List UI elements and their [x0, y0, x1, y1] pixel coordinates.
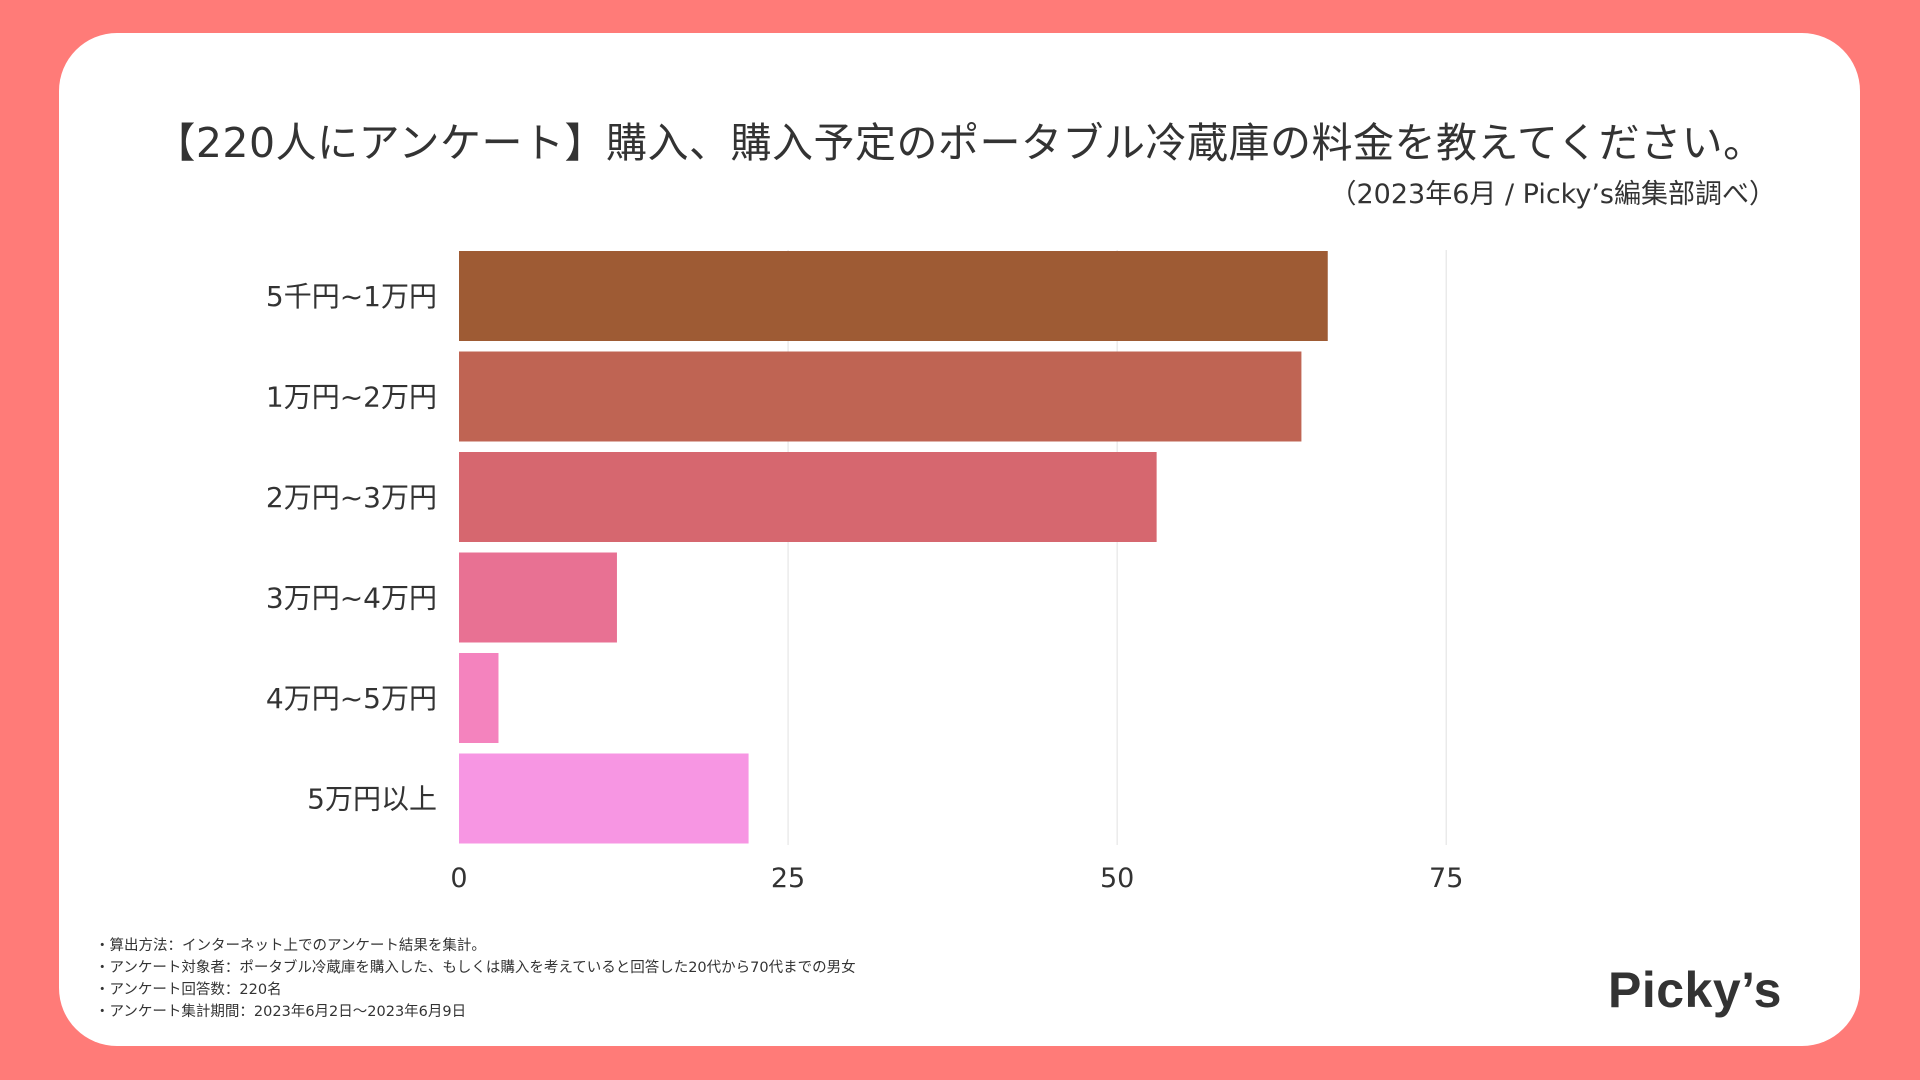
chart-title: 【220人にアンケート】購入、購入予定のポータブル冷蔵庫の料金を教えてください。 [154, 119, 1765, 167]
bar [459, 351, 1302, 442]
brand-logo: Picky’s [1607, 962, 1782, 1018]
chart-card: 【220人にアンケート】購入、購入予定のポータブル冷蔵庫の料金を教えてください。… [59, 33, 1860, 1046]
x-tick-label: 0 [450, 863, 467, 894]
x-tick-label: 25 [771, 863, 805, 894]
category-labels: 5千円~1万円 1万円~2万円 2万円~3万円 3万円~4万円 4万円~5万円 5万円以上 [266, 280, 437, 816]
chart-source: （2023年6月 / Picky’s編集部調べ） [1329, 179, 1777, 210]
bars [459, 251, 1328, 844]
category-label: 1万円~2万円 [266, 381, 437, 414]
note-period: ・アンケート集計期間：2023年6月2日〜2023年6月9日 [95, 1004, 467, 1020]
category-label: 2万円~3万円 [266, 481, 437, 514]
category-label: 5万円以上 [307, 783, 437, 816]
bar [459, 251, 1328, 341]
x-tick-labels: 0 25 50 75 [450, 863, 1463, 894]
x-tick-label: 75 [1429, 863, 1463, 894]
note-count: ・アンケート回答数：220名 [95, 982, 282, 998]
category-label: 5千円~1万円 [266, 280, 437, 313]
bar [459, 653, 499, 743]
bar-chart: 5千円~1万円 1万円~2万円 2万円~3万円 3万円~4万円 4万円~5万円 5万円以上… [266, 250, 1463, 894]
grid-lines [787, 250, 1447, 845]
x-tick-label: 50 [1100, 863, 1134, 894]
survey-notes: ・算出方法：インターネット上でのアンケート結果を集計。 ・アンケート対象者：ポー… [95, 935, 856, 1023]
category-label: 3万円~4万円 [266, 582, 437, 615]
bar [459, 552, 617, 643]
category-label: 4万円~5万円 [266, 682, 437, 715]
note-method: ・算出方法：インターネット上でのアンケート結果を集計。 [95, 938, 486, 954]
bar [459, 452, 1157, 542]
bar [459, 753, 749, 844]
note-target: ・アンケート対象者：ポータブル冷蔵庫を購入した、もしくは購入を考えていると回答し… [95, 960, 856, 976]
